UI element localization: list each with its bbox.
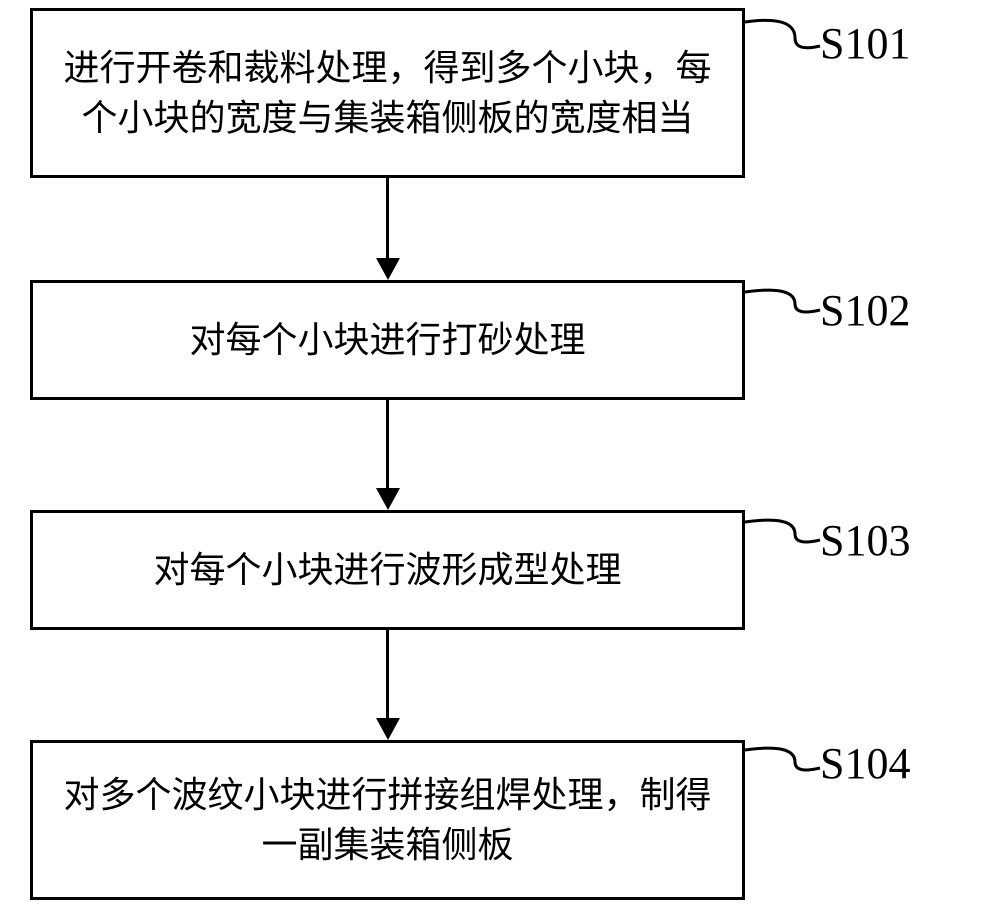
step-1-text: 进行开卷和裁料处理，得到多个小块，每个小块的宽度与集装箱侧板的宽度相当 xyxy=(49,43,726,144)
step-1-label: S101 xyxy=(820,18,910,69)
step-2-label: S102 xyxy=(820,285,910,336)
connector-curve-4 xyxy=(745,740,825,795)
arrow-3-line xyxy=(386,630,389,718)
flowchart-step-1: 进行开卷和裁料处理，得到多个小块，每个小块的宽度与集装箱侧板的宽度相当 xyxy=(30,8,745,178)
step-4-label: S104 xyxy=(820,738,910,789)
connector-curve-2 xyxy=(745,280,825,335)
connector-curve-1 xyxy=(745,10,825,70)
step-3-label: S103 xyxy=(820,515,910,566)
arrow-2-line xyxy=(386,400,389,488)
flowchart-container: 进行开卷和裁料处理，得到多个小块，每个小块的宽度与集装箱侧板的宽度相当 S101… xyxy=(0,0,985,908)
flowchart-step-3: 对每个小块进行波形成型处理 xyxy=(30,510,745,630)
arrow-2-head xyxy=(376,488,400,510)
step-2-text: 对每个小块进行打砂处理 xyxy=(189,315,585,365)
step-3-text: 对每个小块进行波形成型处理 xyxy=(153,545,621,595)
step-4-text: 对多个波纹小块进行拼接组焊处理，制得一副集装箱侧板 xyxy=(49,770,726,871)
flowchart-step-4: 对多个波纹小块进行拼接组焊处理，制得一副集装箱侧板 xyxy=(30,740,745,900)
arrow-3-head xyxy=(376,718,400,740)
arrow-1-head xyxy=(376,258,400,280)
flowchart-step-2: 对每个小块进行打砂处理 xyxy=(30,280,745,400)
connector-curve-3 xyxy=(745,510,825,565)
arrow-1-line xyxy=(386,178,389,258)
